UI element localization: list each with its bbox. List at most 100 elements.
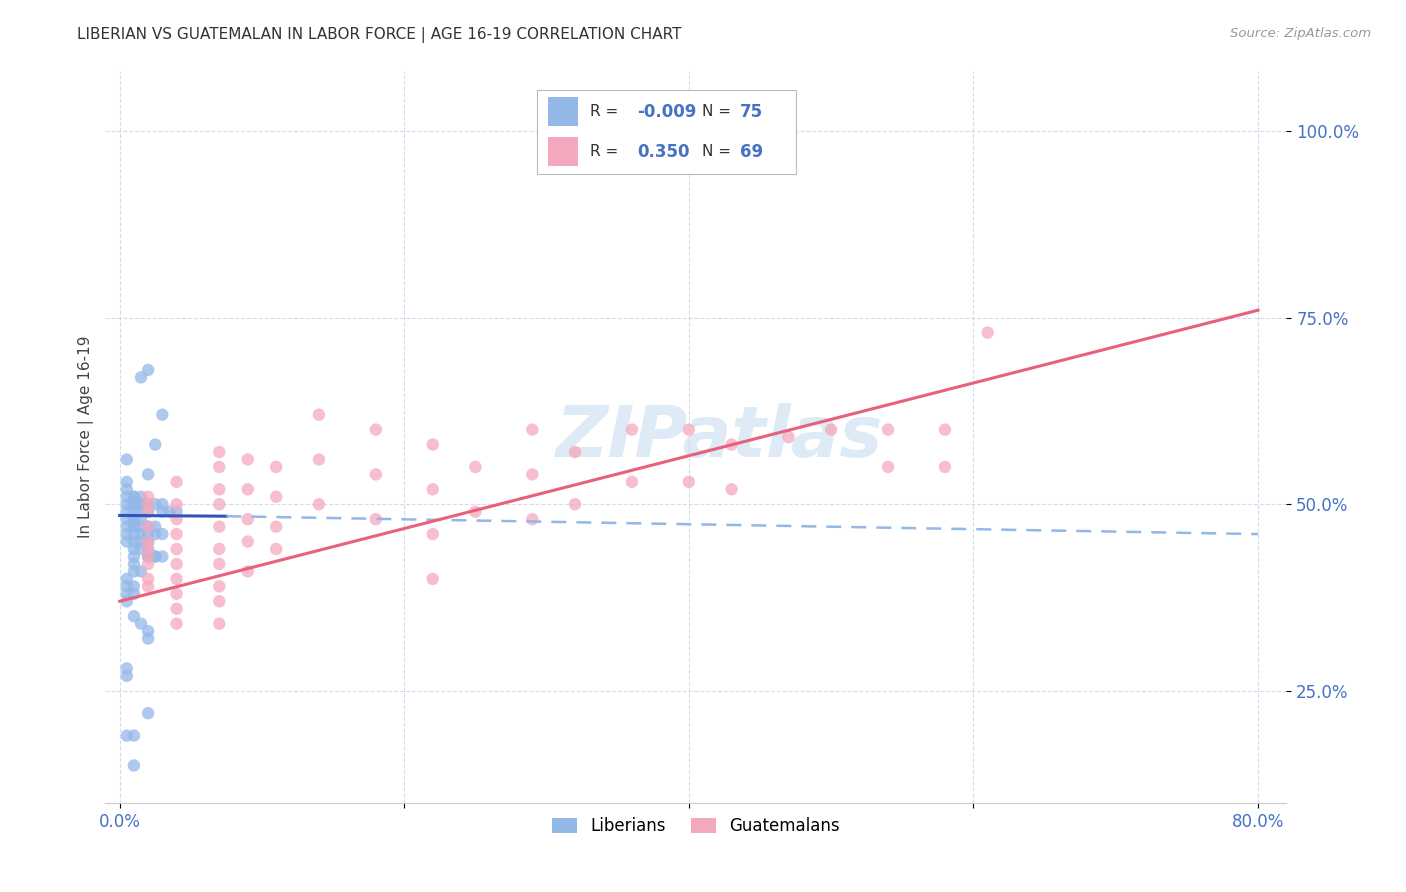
Point <box>136 519 159 533</box>
Text: 0.350: 0.350 <box>637 143 689 161</box>
Point <box>129 616 152 631</box>
Point <box>422 483 444 497</box>
Point <box>143 437 166 451</box>
Point <box>877 423 900 437</box>
Point <box>678 423 700 437</box>
Point <box>136 542 159 557</box>
Point <box>136 572 159 586</box>
Point <box>166 587 188 601</box>
Point <box>236 565 259 579</box>
Point <box>122 534 145 549</box>
Point <box>150 497 173 511</box>
Point <box>236 452 259 467</box>
Bar <box>548 97 578 127</box>
Point <box>166 505 188 519</box>
Point <box>115 512 138 526</box>
Point <box>720 437 742 451</box>
Point <box>143 519 166 533</box>
Point <box>136 542 159 557</box>
Point <box>136 534 159 549</box>
Text: ZIPatlas: ZIPatlas <box>555 402 883 472</box>
Point <box>115 534 138 549</box>
FancyBboxPatch shape <box>537 90 796 174</box>
Point <box>166 527 188 541</box>
Point <box>976 326 998 340</box>
Point <box>115 587 138 601</box>
Point <box>122 505 145 519</box>
Point <box>136 490 159 504</box>
Point <box>166 601 188 615</box>
Text: 69: 69 <box>740 143 763 161</box>
Point <box>150 549 173 564</box>
Point <box>122 512 145 526</box>
Text: 75: 75 <box>740 103 763 120</box>
Point <box>136 497 159 511</box>
Text: N =: N = <box>702 145 735 160</box>
Point <box>208 557 231 571</box>
Point <box>208 542 231 557</box>
Point <box>464 505 486 519</box>
Point <box>778 430 800 444</box>
Point <box>236 483 259 497</box>
Text: LIBERIAN VS GUATEMALAN IN LABOR FORCE | AGE 16-19 CORRELATION CHART: LIBERIAN VS GUATEMALAN IN LABOR FORCE | … <box>77 27 682 43</box>
Point <box>159 505 181 519</box>
Point <box>620 475 643 489</box>
Point <box>464 459 486 474</box>
Point <box>564 497 586 511</box>
Y-axis label: In Labor Force | Age 16-19: In Labor Force | Age 16-19 <box>79 335 94 539</box>
Point <box>129 519 152 533</box>
Point <box>264 542 287 557</box>
Point <box>166 572 188 586</box>
Point <box>115 490 138 504</box>
Point <box>136 579 159 593</box>
Point <box>122 512 145 526</box>
Point <box>620 423 643 437</box>
Point <box>129 565 152 579</box>
Point <box>208 445 231 459</box>
Point <box>122 542 145 557</box>
Point <box>208 594 231 608</box>
Point <box>129 497 152 511</box>
Point <box>166 616 188 631</box>
Point <box>115 527 138 541</box>
Point <box>129 370 152 384</box>
Point <box>143 527 166 541</box>
Point <box>364 512 387 526</box>
Point <box>364 423 387 437</box>
Point <box>720 483 742 497</box>
Point <box>208 616 231 631</box>
Point <box>136 706 159 721</box>
Point <box>143 497 166 511</box>
Point <box>136 557 159 571</box>
Point <box>115 519 138 533</box>
Point <box>129 534 152 549</box>
Point <box>308 408 330 422</box>
Point <box>208 579 231 593</box>
Point <box>122 519 145 533</box>
Text: -0.009: -0.009 <box>637 103 696 120</box>
Point <box>136 363 159 377</box>
Bar <box>548 137 578 167</box>
Point <box>564 445 586 459</box>
Point <box>129 542 152 557</box>
Point <box>115 483 138 497</box>
Text: R =: R = <box>589 145 623 160</box>
Point <box>122 519 145 533</box>
Point <box>129 527 152 541</box>
Point <box>129 497 152 511</box>
Point <box>122 497 145 511</box>
Point <box>122 557 145 571</box>
Point <box>122 758 145 772</box>
Point <box>122 587 145 601</box>
Point <box>934 459 956 474</box>
Point <box>115 572 138 586</box>
Point <box>678 475 700 489</box>
Point <box>208 497 231 511</box>
Point <box>122 565 145 579</box>
Point <box>122 527 145 541</box>
Point <box>422 527 444 541</box>
Point <box>115 452 138 467</box>
Point <box>150 408 173 422</box>
Point <box>136 549 159 564</box>
Point <box>522 423 544 437</box>
